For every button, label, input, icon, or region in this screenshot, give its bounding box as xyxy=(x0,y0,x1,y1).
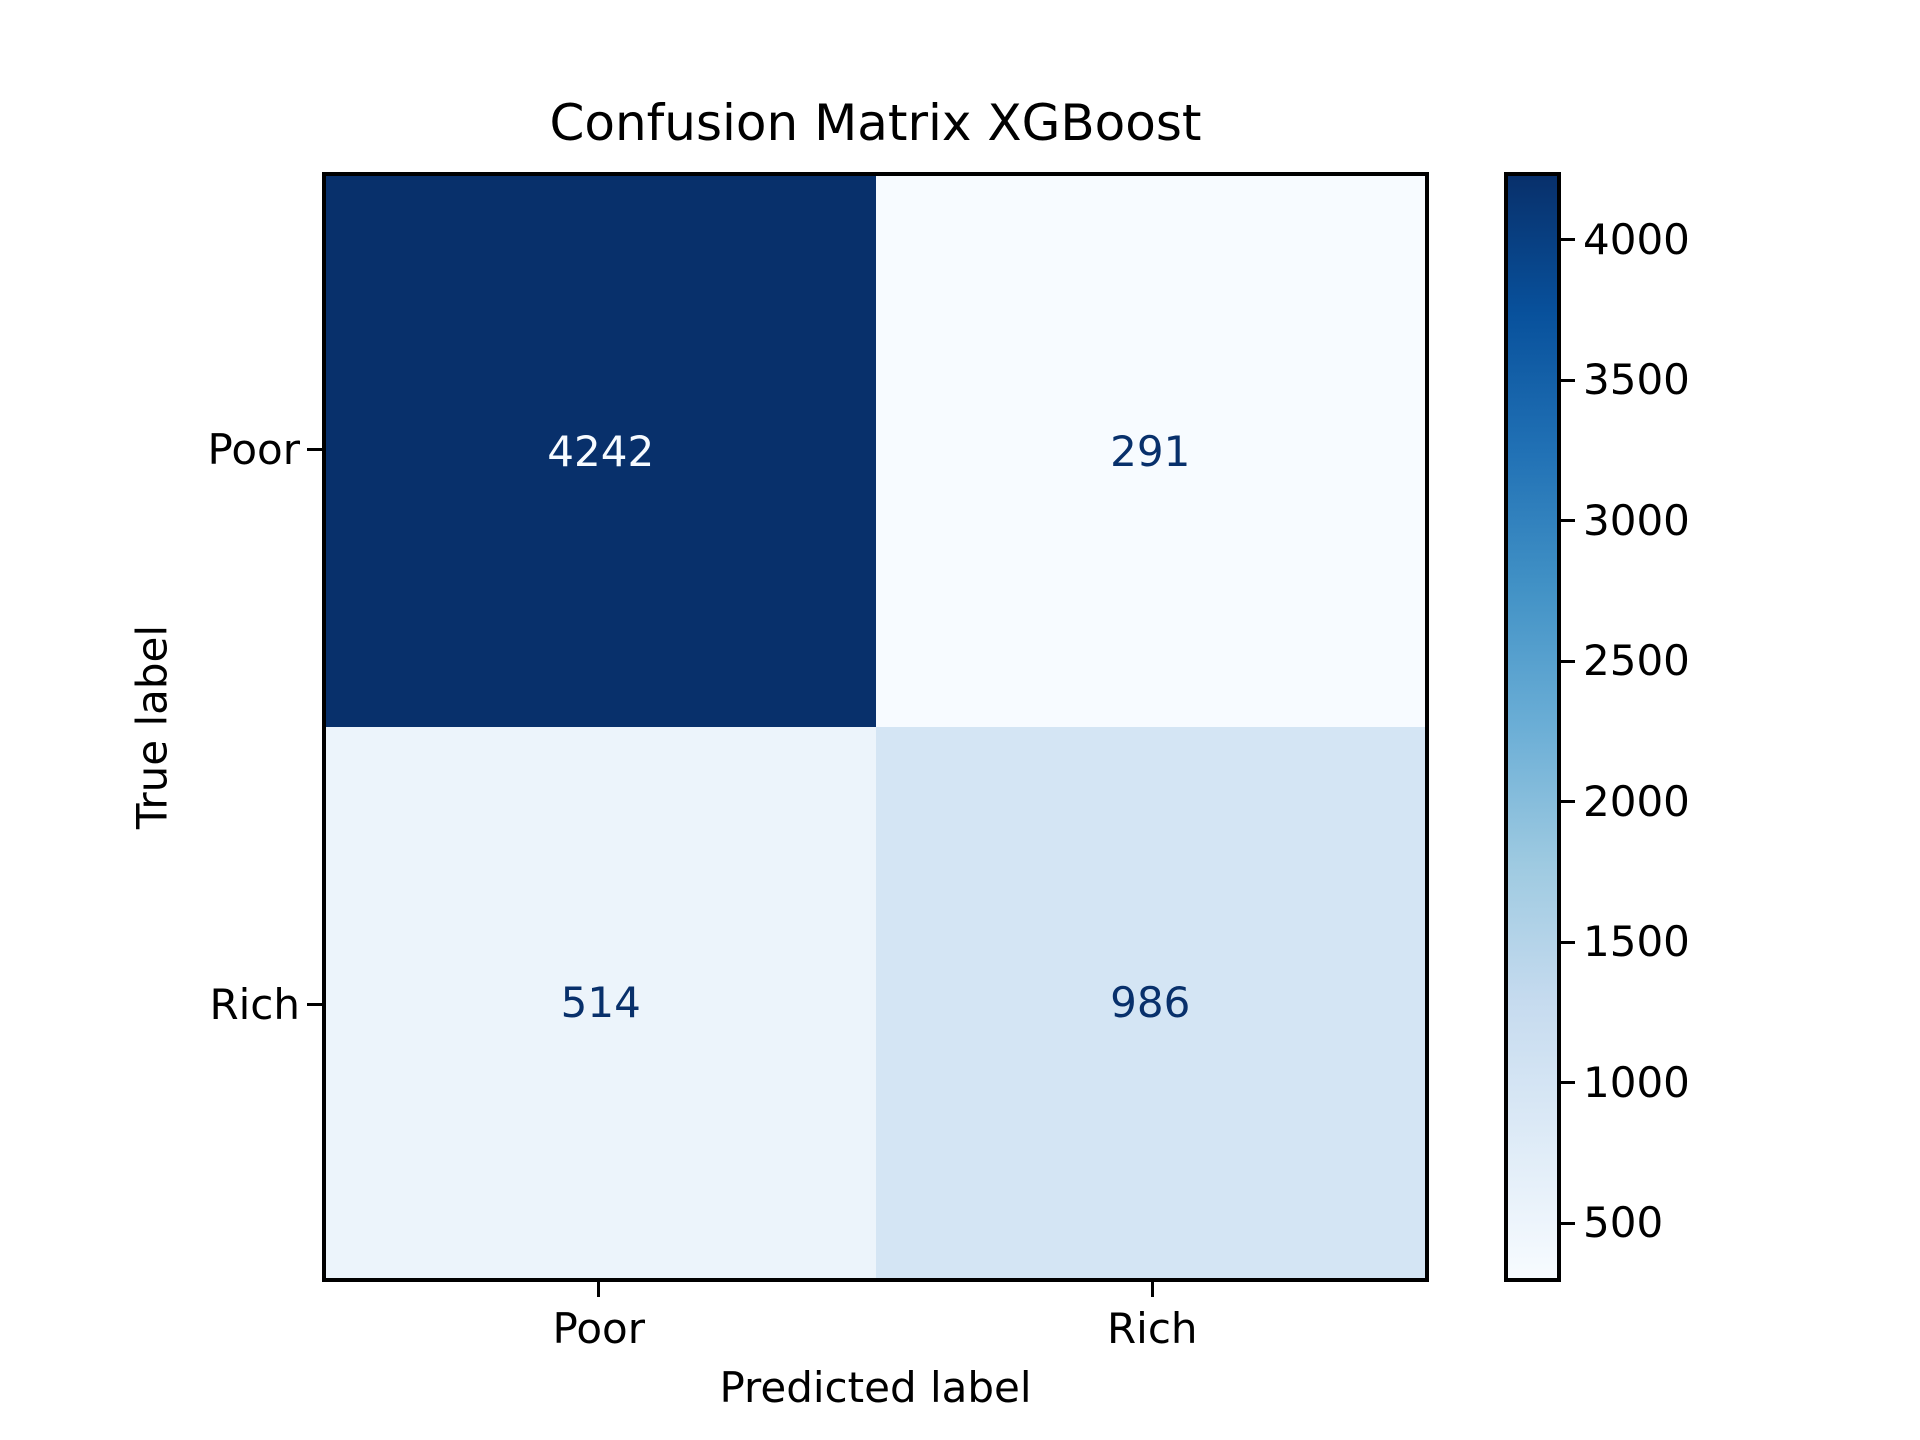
matrix-cell-poor-rich: 291 xyxy=(875,176,1425,727)
y-tick-label-rich: Rich xyxy=(209,979,300,1029)
colorbar-tick-label: 1500 xyxy=(1583,917,1690,967)
matrix-cell-rich-poor: 514 xyxy=(326,727,876,1278)
colorbar-tick-mark xyxy=(1561,378,1575,382)
y-tick-label-poor: Poor xyxy=(207,424,301,474)
colorbar-tick-mark xyxy=(1561,940,1575,944)
colorbar-tick-label: 3500 xyxy=(1583,355,1690,405)
colorbar-tick-mark xyxy=(1561,800,1575,804)
colorbar-tick-label: 2500 xyxy=(1583,636,1690,686)
colorbar-tick-label: 4000 xyxy=(1583,214,1690,264)
x-tick-mark xyxy=(597,1282,601,1297)
x-axis-label: Predicted label xyxy=(719,1363,1032,1412)
cell-value: 514 xyxy=(560,977,641,1027)
matrix-cell-poor-poor: 4242 xyxy=(326,176,876,727)
colorbar-tick-label: 2000 xyxy=(1583,776,1690,826)
colorbar-tick-label: 3000 xyxy=(1583,495,1690,545)
x-tick-label-rich: Rich xyxy=(1106,1304,1198,1353)
cell-value: 986 xyxy=(1110,977,1191,1027)
chart-title: Confusion Matrix XGBoost xyxy=(549,94,1202,152)
x-tick-label-poor: Poor xyxy=(552,1304,646,1353)
colorbar-tick-mark xyxy=(1561,659,1575,663)
colorbar xyxy=(1504,172,1561,1282)
y-axis-label: True label xyxy=(127,624,177,830)
colorbar-tick-label: 500 xyxy=(1583,1198,1664,1248)
matrix-cell-rich-rich: 986 xyxy=(875,727,1425,1278)
confusion-matrix-heatmap: 4242 291 514 986 xyxy=(322,172,1429,1282)
colorbar-tick-mark xyxy=(1561,1221,1575,1225)
colorbar-tick-mark xyxy=(1561,1081,1575,1085)
cell-value: 4242 xyxy=(547,426,655,476)
colorbar-tick-mark xyxy=(1561,519,1575,523)
y-tick-mark xyxy=(307,1003,322,1006)
y-tick-mark xyxy=(307,448,322,451)
cell-value: 291 xyxy=(1110,426,1191,476)
colorbar-tick-label: 1000 xyxy=(1583,1057,1690,1107)
colorbar-tick-mark xyxy=(1561,238,1575,242)
x-tick-mark xyxy=(1150,1282,1154,1297)
